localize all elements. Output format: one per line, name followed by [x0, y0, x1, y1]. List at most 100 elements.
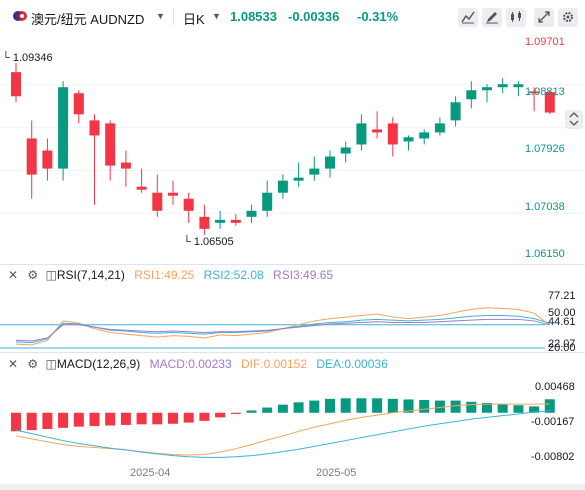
candle-body — [262, 192, 273, 211]
top-toolbar: 澳元/纽元 AUDNZD ▼ 日K ▼ 1.08533 -0.00336 -0.… — [0, 0, 585, 34]
dea-line — [15, 410, 550, 458]
macd-histogram-bar — [356, 398, 367, 413]
macd-histogram-bar — [168, 412, 178, 424]
chevron-down-icon[interactable]: ▼ — [156, 11, 165, 21]
price-chart[interactable] — [0, 34, 585, 264]
macd-histogram-bar — [497, 404, 508, 413]
candle-body — [73, 93, 84, 115]
macd-histogram-bar — [58, 412, 69, 428]
macd-histogram-bar — [529, 406, 540, 413]
price-axis-label: 1.08813 — [525, 86, 565, 98]
candle-body — [372, 129, 383, 133]
rsi3-line — [15, 318, 550, 342]
rsi-legend: ✕ ⚙ ◫RSI(7,14,21) RSI1:49.25 RSI2:52.08 … — [8, 268, 334, 282]
candle-body — [136, 186, 147, 190]
macd-histogram-bar — [325, 398, 335, 413]
macd-histogram-bar — [246, 410, 257, 413]
price-axis-label: 1.06150 — [525, 248, 565, 260]
rsi-axis-label: 50.00 — [548, 307, 576, 319]
price-axis-label: 1.07038 — [525, 201, 565, 213]
macd-histogram-bar — [466, 401, 477, 413]
macd-histogram-bar — [89, 412, 100, 427]
candle-body — [26, 138, 37, 175]
macd-histogram-bar — [152, 412, 163, 425]
eye-icon[interactable]: ◫ — [45, 268, 57, 282]
settings-gear-icon[interactable]: ⚙ — [27, 268, 39, 282]
macd-histogram-bar — [277, 404, 288, 413]
candle-body — [325, 156, 335, 169]
price-change-percent: -0.31% — [357, 9, 399, 24]
rsi-axis-label: 77.21 — [548, 290, 576, 302]
macd-histogram-bar — [105, 412, 116, 426]
time-scrollbar[interactable] — [0, 484, 585, 490]
candle-body — [120, 162, 131, 169]
candle-body — [152, 192, 163, 211]
macd-histogram-bar — [403, 399, 414, 413]
candle-body — [58, 87, 69, 169]
candle-body — [168, 192, 178, 196]
rsi-axis-label: 22.07 — [548, 338, 576, 350]
candle-body — [340, 147, 351, 154]
candle-body — [466, 90, 477, 100]
macd-histogram-bar — [450, 400, 461, 413]
candle-body — [419, 132, 430, 139]
macd-histogram-bar — [26, 412, 37, 431]
candle-body — [403, 137, 414, 142]
macd-histogram-bar — [293, 402, 304, 413]
candle-body — [105, 123, 116, 166]
rsi-chart[interactable] — [0, 286, 585, 352]
macd-histogram-bar — [262, 407, 273, 413]
chevron-up-down-icon — [569, 112, 579, 126]
scroll-toggle-button[interactable] — [565, 110, 583, 129]
candle-body — [497, 84, 508, 88]
fullscreen-button[interactable] — [534, 8, 554, 27]
draw-tool-button[interactable] — [482, 8, 502, 27]
rsi-axis-label: 20.00 — [548, 342, 576, 354]
interval-selector[interactable]: 日K — [183, 12, 205, 27]
candle-body — [434, 123, 445, 133]
candle-body — [482, 87, 492, 91]
macd-axis-label: -0.00167 — [531, 416, 575, 428]
settings-gear-icon[interactable]: ⚙ — [27, 357, 39, 371]
low-price-marker: └ 1.06505 — [183, 236, 234, 248]
candles-button[interactable] — [506, 8, 526, 27]
macd-histogram-bar — [215, 412, 226, 418]
macd-legend: ✕ ⚙ ◫MACD(12,26,9) MACD:0.00233 DIF:0.00… — [8, 357, 388, 371]
candle-body — [277, 180, 288, 193]
macd-histogram-bar — [434, 400, 445, 413]
chart-type-button[interactable] — [458, 8, 478, 27]
candle-body — [513, 84, 524, 88]
candle-body — [215, 219, 226, 223]
close-icon[interactable]: ✕ — [8, 357, 19, 371]
settings-button[interactable] — [558, 8, 578, 27]
candle-body — [387, 123, 398, 145]
dif-line — [15, 403, 550, 456]
macd-histogram-bar — [482, 402, 492, 413]
macd-chart[interactable] — [0, 374, 585, 466]
candle-body — [529, 91, 540, 94]
panel-divider — [0, 352, 585, 353]
candle-body — [11, 72, 21, 97]
chart-type-icon — [461, 11, 475, 24]
rsi1-line — [15, 307, 551, 346]
candle-body — [89, 120, 100, 136]
candle-body — [246, 210, 257, 217]
panel-divider — [0, 264, 585, 265]
macd-histogram-bar — [230, 412, 241, 414]
eye-icon[interactable]: ◫ — [45, 357, 57, 371]
candle-body — [544, 92, 555, 113]
candle-body — [293, 177, 304, 181]
chevron-down-icon[interactable]: ▼ — [212, 11, 221, 21]
settings-icon — [563, 12, 573, 22]
fullscreen-icon — [538, 11, 550, 23]
macd-histogram-bar — [340, 398, 351, 413]
price-axis-label: 1.09701 — [525, 36, 565, 48]
close-icon[interactable]: ✕ — [8, 268, 19, 282]
macd-axis-label: 0.00468 — [535, 381, 575, 393]
draw-icon — [486, 12, 498, 24]
symbol-selector[interactable]: 澳元/纽元 AUDNZD — [31, 12, 145, 27]
candle-body — [450, 102, 461, 121]
last-price: 1.08533 — [230, 9, 277, 24]
toolbar-divider — [173, 8, 174, 25]
macd-histogram-bar — [199, 412, 210, 421]
